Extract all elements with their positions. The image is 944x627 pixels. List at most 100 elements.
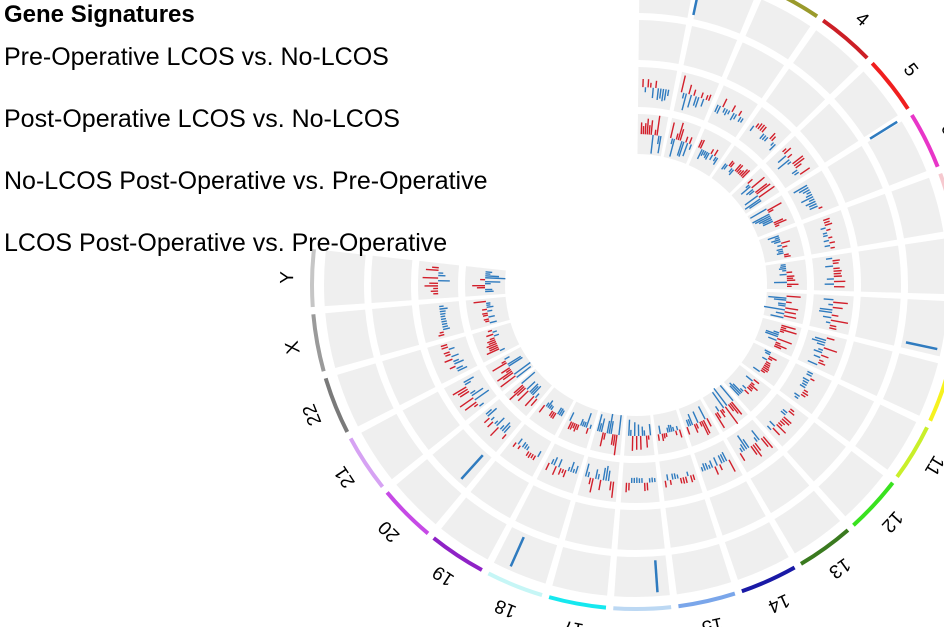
signature-bar bbox=[713, 387, 728, 407]
signature-bar bbox=[517, 390, 529, 402]
signature-bar bbox=[588, 477, 592, 485]
track-3-chr-5 bbox=[765, 135, 819, 189]
signature-bar bbox=[739, 443, 746, 451]
signature-bar bbox=[810, 378, 815, 382]
signature-bar bbox=[811, 338, 826, 344]
signature-bar bbox=[825, 257, 833, 260]
signature-bar bbox=[655, 80, 658, 89]
signature-bar bbox=[787, 153, 793, 159]
ideogram-chr-18 bbox=[487, 571, 543, 597]
signature-bar bbox=[749, 383, 758, 392]
signature-bar bbox=[780, 263, 786, 267]
signature-bar bbox=[777, 159, 790, 170]
signature-bar bbox=[791, 169, 798, 175]
signature-bar bbox=[613, 434, 618, 456]
signature-bar bbox=[776, 423, 787, 434]
chromosome-label-16: 16 bbox=[632, 623, 654, 627]
signature-bar bbox=[826, 337, 835, 341]
signature-bar bbox=[728, 459, 736, 472]
signature-bar bbox=[741, 169, 751, 179]
signature-bar bbox=[833, 301, 848, 305]
signature-bar bbox=[822, 217, 830, 222]
signature-bar bbox=[569, 422, 575, 430]
signature-bar bbox=[618, 415, 622, 436]
track-2-chr-7 bbox=[847, 193, 898, 247]
signature-bar bbox=[687, 419, 692, 426]
signature-bar bbox=[774, 224, 780, 228]
signature-bar bbox=[669, 122, 675, 139]
signature-bar bbox=[457, 388, 468, 396]
ideogram-chr-y bbox=[310, 248, 316, 308]
signature-bar bbox=[656, 88, 660, 100]
signature-bar bbox=[732, 114, 738, 120]
track-2-chr-18 bbox=[515, 485, 571, 539]
signature-track-3 bbox=[422, 75, 849, 498]
signature-bar bbox=[573, 423, 578, 432]
signature-bar bbox=[814, 336, 827, 342]
signature-bar bbox=[676, 140, 683, 156]
signature-bar bbox=[646, 118, 650, 135]
signature-bar bbox=[719, 409, 726, 418]
signature-bar bbox=[753, 378, 760, 385]
signature-bar bbox=[550, 411, 555, 418]
signature-bar bbox=[647, 79, 650, 88]
track-4-chr-19 bbox=[529, 387, 574, 436]
signature-bar bbox=[722, 107, 726, 113]
signature-bar bbox=[818, 348, 824, 351]
signature-bar bbox=[723, 109, 729, 116]
track-4-chr-20 bbox=[504, 368, 552, 417]
signature-bar bbox=[713, 149, 719, 157]
chromosome-label-12: 12 bbox=[877, 507, 907, 537]
track-3-chr-6 bbox=[787, 170, 839, 221]
signature-bar bbox=[532, 455, 537, 461]
signature-bar bbox=[767, 202, 782, 212]
signature-bar bbox=[809, 205, 818, 211]
signature-bar bbox=[487, 309, 493, 312]
signature-bar bbox=[786, 295, 801, 298]
signature-bar bbox=[738, 170, 745, 176]
signature-bar bbox=[779, 330, 785, 334]
signature-bar bbox=[688, 137, 693, 145]
track-3-chr-20 bbox=[468, 398, 522, 453]
track-2-chr-10 bbox=[840, 341, 893, 397]
signature-bar bbox=[600, 418, 606, 433]
signature-bar bbox=[746, 386, 753, 392]
chromosome-label-20: 20 bbox=[374, 516, 404, 546]
signature-bar bbox=[669, 479, 672, 486]
signature-bar bbox=[530, 385, 539, 395]
signature-bar bbox=[792, 155, 804, 165]
ideogram-chr-11 bbox=[895, 426, 929, 479]
signature-bar bbox=[710, 148, 715, 155]
signature-label-pre-operative: Pre-Operative LCOS vs. No-LCOS bbox=[4, 43, 389, 71]
signature-bar bbox=[583, 421, 587, 428]
signature-bar bbox=[708, 464, 711, 469]
signature-bar bbox=[739, 453, 746, 462]
signature-bar bbox=[702, 463, 706, 471]
signature-bar bbox=[700, 420, 709, 436]
signature-bar bbox=[551, 465, 557, 476]
signature-bar bbox=[702, 419, 711, 434]
signature-bar bbox=[736, 435, 748, 450]
signature-bar bbox=[806, 373, 812, 378]
signature-bar bbox=[795, 163, 802, 169]
signature-bar bbox=[833, 267, 840, 270]
signature-bar bbox=[772, 427, 781, 436]
signature-bar bbox=[486, 342, 498, 349]
signature-bar bbox=[805, 193, 813, 199]
signature-bar bbox=[785, 301, 792, 304]
signature-bar bbox=[769, 420, 776, 427]
track-2-chr-2 bbox=[683, 25, 738, 78]
track-1-chr-17 bbox=[552, 547, 611, 596]
signature-bar bbox=[675, 133, 679, 140]
signature-bar bbox=[667, 424, 671, 433]
signature-bar bbox=[762, 218, 773, 225]
signature-bar bbox=[557, 407, 563, 415]
signature-bar bbox=[438, 333, 445, 337]
signature-bar bbox=[744, 389, 750, 395]
signature-bar bbox=[513, 361, 531, 375]
legend-title: Gene Signatures bbox=[4, 1, 195, 28]
signature-bar bbox=[764, 351, 771, 356]
sparse-signature-mark-4 bbox=[654, 560, 659, 593]
track-3-chr-21 bbox=[444, 369, 497, 421]
signature-bar bbox=[767, 336, 777, 341]
